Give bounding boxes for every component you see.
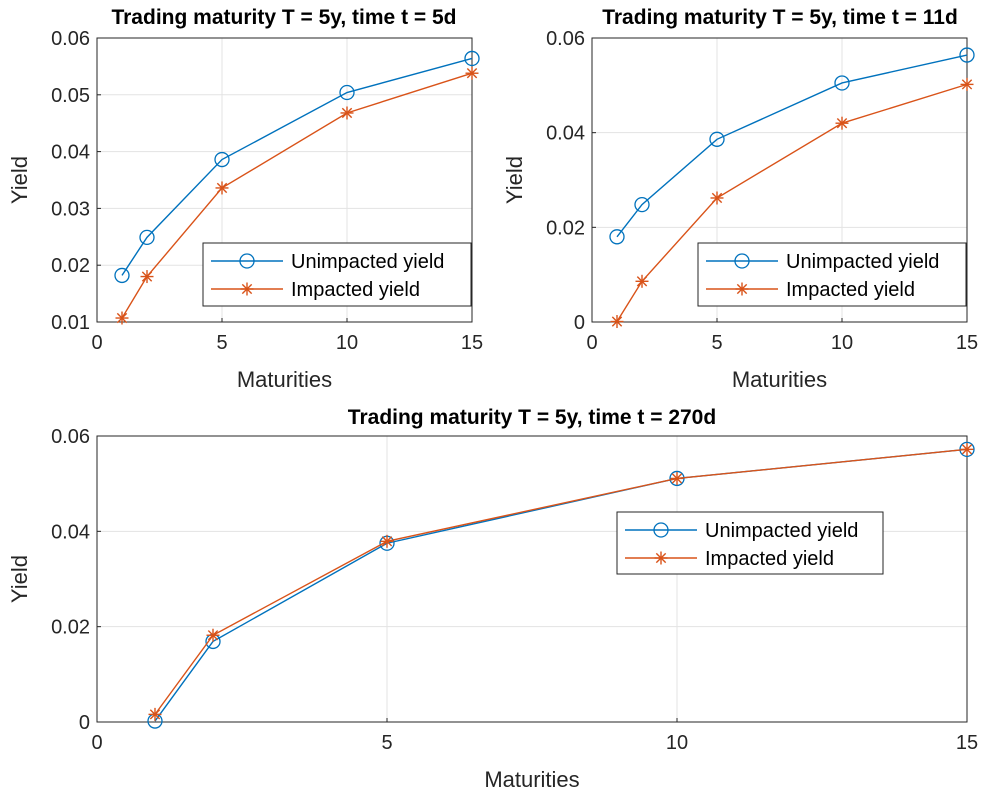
y-axis-label: Yield bbox=[7, 156, 32, 204]
legend-label: Impacted yield bbox=[291, 279, 420, 301]
data-point bbox=[960, 442, 974, 456]
legend-marker bbox=[654, 551, 668, 565]
data-point bbox=[148, 707, 162, 721]
x-tick-label: 15 bbox=[461, 332, 483, 354]
y-axis-label: Yield bbox=[7, 555, 32, 603]
chart-panel-2: 0 5 10 15 0 0.02 0.04 0.06 Trading maturity T = … bbox=[502, 6, 978, 392]
y-axis-label: Yield bbox=[502, 156, 527, 204]
y-tick-label: 0 bbox=[574, 312, 585, 334]
legend-label: Unimpacted yield bbox=[291, 251, 444, 273]
data-point bbox=[380, 534, 394, 548]
legend-label: Impacted yield bbox=[705, 548, 834, 570]
y-tick-label: 0.02 bbox=[51, 255, 90, 277]
x-tick-label: 5 bbox=[381, 732, 392, 754]
x-tick-label: 0 bbox=[91, 332, 102, 354]
x-tick-label: 0 bbox=[586, 332, 597, 354]
x-tick-label: 15 bbox=[956, 332, 978, 354]
x-tick-label: 10 bbox=[336, 332, 358, 354]
y-tick-label: 0.06 bbox=[546, 28, 585, 50]
legend-label: Impacted yield bbox=[786, 279, 915, 301]
data-point bbox=[835, 116, 849, 130]
chart-title: Trading maturity T = 5y, time t = 11d bbox=[602, 6, 958, 29]
data-point bbox=[114, 267, 130, 284]
data-point bbox=[465, 66, 479, 80]
axes-box bbox=[96, 37, 473, 323]
data-point bbox=[214, 151, 230, 168]
data-point bbox=[834, 75, 850, 91]
x-tick-label: 10 bbox=[666, 732, 688, 754]
y-tick-label: 0.04 bbox=[546, 123, 585, 145]
y-tick-label: 0.04 bbox=[51, 142, 90, 164]
data-point bbox=[340, 106, 354, 120]
series-unimpacted bbox=[609, 47, 975, 245]
data-point bbox=[609, 229, 625, 245]
data-point bbox=[206, 628, 220, 642]
y-tick-label: 0.02 bbox=[546, 217, 585, 239]
x-tick-label: 0 bbox=[91, 732, 102, 754]
y-tick-label: 0.02 bbox=[51, 617, 90, 639]
series-impacted bbox=[115, 66, 479, 325]
y-tick-label: 0.01 bbox=[51, 312, 90, 334]
series-line bbox=[616, 54, 968, 238]
series-line bbox=[154, 448, 968, 715]
data-point bbox=[115, 311, 129, 325]
data-point bbox=[635, 274, 649, 288]
legend: Unimpacted yield Impacted yield bbox=[202, 242, 472, 307]
y-tick-label: 0 bbox=[79, 712, 90, 734]
data-point bbox=[140, 270, 154, 284]
y-tick-label: 0.06 bbox=[51, 426, 90, 448]
data-point bbox=[960, 77, 974, 91]
chart-title: Trading maturity T = 5y, time t = 5d bbox=[111, 6, 456, 29]
axes-box bbox=[591, 37, 968, 323]
chart-panel-3: 0 5 10 15 0 0.02 0.04 0.06 Trading maturity T = … bbox=[7, 406, 978, 792]
data-point bbox=[215, 181, 229, 195]
data-point bbox=[959, 47, 975, 63]
data-point bbox=[139, 229, 155, 246]
x-tick-label: 10 bbox=[831, 332, 853, 354]
legend: Unimpacted yield Impacted yield bbox=[697, 242, 967, 307]
legend: Unimpacted yield Impacted yield bbox=[616, 511, 884, 575]
y-tick-label: 0.04 bbox=[51, 521, 90, 543]
x-axis-label: Maturities bbox=[237, 367, 332, 392]
series-line bbox=[121, 57, 473, 276]
legend-label: Unimpacted yield bbox=[705, 520, 858, 542]
x-axis-label: Maturities bbox=[484, 767, 579, 792]
data-point bbox=[710, 191, 724, 205]
chart-title: Trading maturity T = 5y, time t = 270d bbox=[348, 406, 716, 429]
x-tick-label: 5 bbox=[711, 332, 722, 354]
x-axis-label: Maturities bbox=[732, 367, 827, 392]
x-tick-label: 15 bbox=[956, 732, 978, 754]
data-point bbox=[634, 196, 650, 213]
legend-marker bbox=[734, 253, 750, 269]
data-point bbox=[464, 50, 480, 67]
legend-marker bbox=[735, 282, 749, 296]
series-unimpacted bbox=[147, 441, 975, 729]
legend-marker bbox=[239, 253, 255, 269]
x-tick-label: 5 bbox=[216, 332, 227, 354]
data-point bbox=[339, 84, 355, 101]
legend-marker bbox=[653, 522, 669, 538]
y-tick-label: 0.03 bbox=[51, 198, 90, 220]
data-point bbox=[709, 131, 725, 147]
series-impacted bbox=[148, 442, 974, 721]
axes-box bbox=[96, 435, 968, 723]
data-point bbox=[670, 471, 684, 485]
legend-label: Unimpacted yield bbox=[786, 251, 939, 273]
data-point bbox=[610, 315, 624, 329]
y-tick-label: 0.05 bbox=[51, 85, 90, 107]
series-unimpacted bbox=[114, 50, 480, 284]
legend-marker bbox=[240, 282, 254, 296]
series-line bbox=[154, 448, 968, 722]
chart-panel-1: 0 5 10 15 0.01 0.02 0.03 0.04 0.05 0.06 Trading ma… bbox=[7, 6, 483, 392]
y-tick-label: 0.06 bbox=[51, 28, 90, 50]
series-impacted bbox=[610, 77, 974, 329]
